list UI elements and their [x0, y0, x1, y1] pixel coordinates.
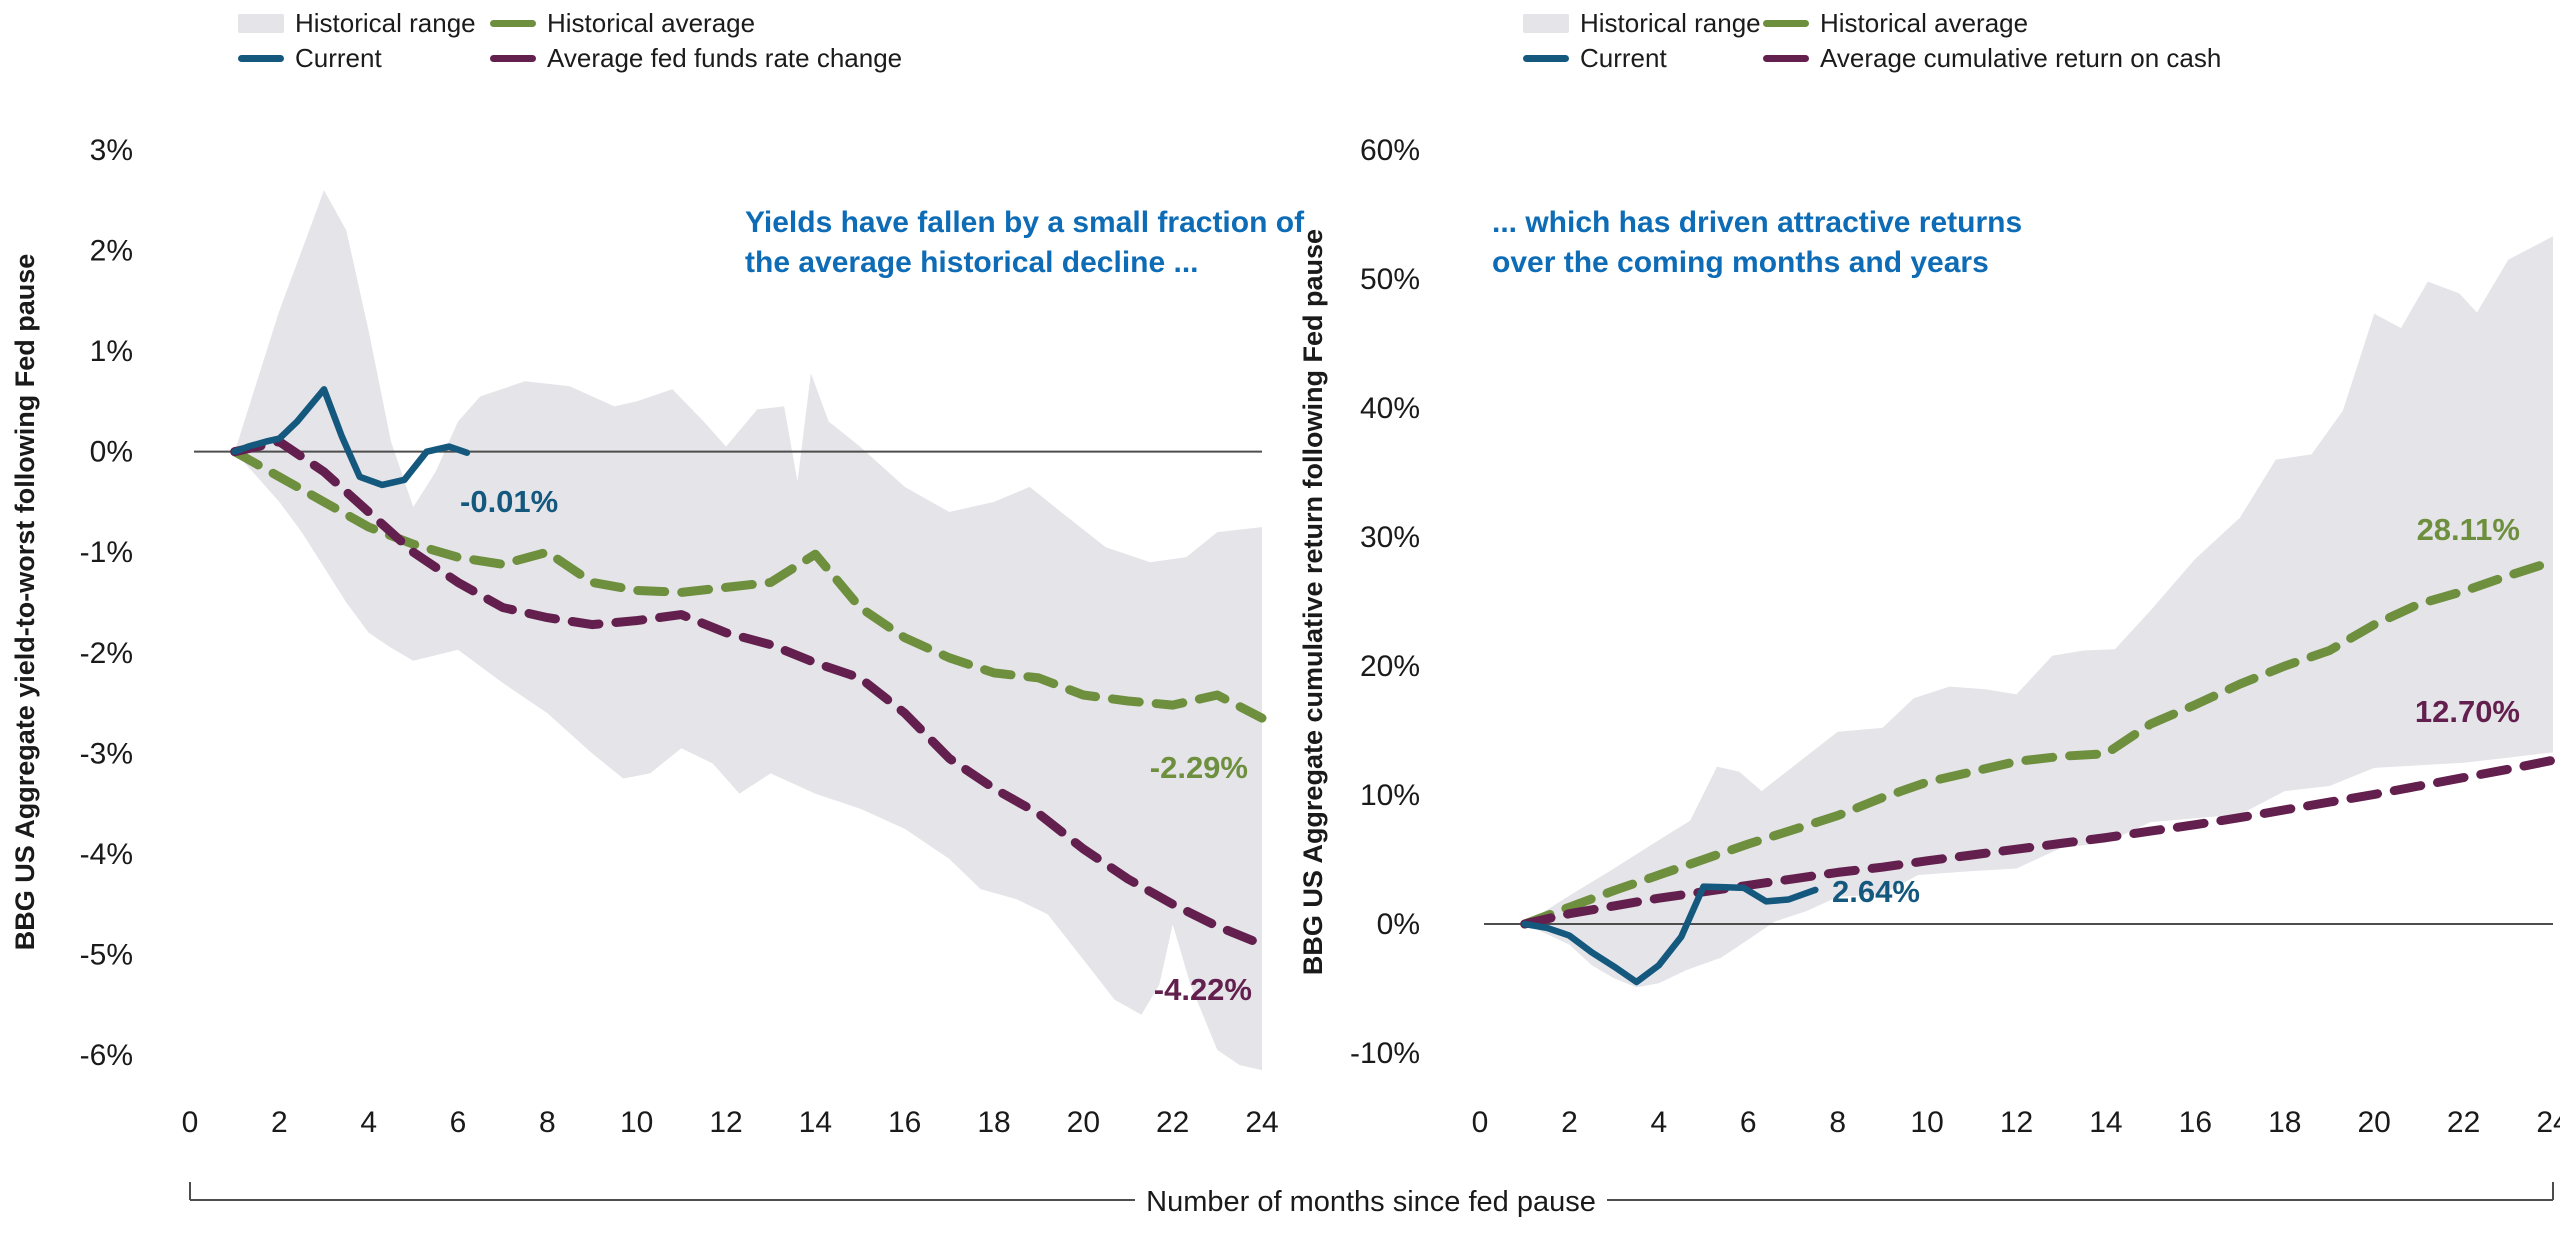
historical-range-swatch-icon — [238, 13, 284, 33]
historical-range-swatch-icon — [1523, 13, 1569, 33]
current-line — [231, 386, 471, 489]
x-tick-label: 4 — [360, 1106, 377, 1139]
legend-label: Current — [295, 42, 382, 73]
x-tick-label: 14 — [799, 1106, 832, 1139]
historical-range-band — [234, 190, 1263, 1071]
x-tick-label: 10 — [1910, 1106, 1943, 1139]
legend-label: Historical average — [547, 7, 756, 38]
x-tick-label: 8 — [1829, 1106, 1846, 1139]
x-tick-label: 10 — [620, 1106, 653, 1139]
legend-item-historical-range: Historical range — [238, 8, 490, 39]
y-tick-label: 50% — [1360, 263, 1420, 296]
value-callout: 12.70% — [2415, 694, 2520, 729]
legend-label: Average cumulative return on cash — [1820, 42, 2222, 73]
y-tick-label: -1% — [80, 536, 133, 569]
legend-label: Historical range — [1580, 7, 1761, 38]
x-tick-label: 18 — [2268, 1106, 2301, 1139]
average-dashed-line — [1520, 556, 2558, 929]
value-callout: -2.29% — [1150, 750, 1248, 785]
x-tick-label: 16 — [888, 1106, 921, 1139]
y-tick-label: -3% — [80, 737, 133, 770]
average-dashed-line — [230, 447, 1267, 723]
x-tick-label: 8 — [539, 1106, 556, 1139]
x-tick-label: 6 — [1740, 1106, 1757, 1139]
x-tick-label: 24 — [1245, 1106, 1278, 1139]
annotation-line: Yields have fallen by a small fraction o… — [745, 206, 1305, 239]
y-tick-label: 3% — [90, 134, 133, 167]
x-tick-label: 22 — [1156, 1106, 1189, 1139]
annotation-line: over the coming months and years — [1492, 246, 1989, 279]
historical-average-swatch-icon — [1763, 19, 1809, 27]
legend-item-historical-average: Historical average — [490, 8, 902, 39]
legend-item-current: Current — [238, 43, 490, 74]
y-tick-label: 30% — [1360, 521, 1420, 554]
value-callout: 2.64% — [1832, 874, 1920, 909]
x-tick-label: 24 — [2536, 1106, 2560, 1139]
y-tick-label: 1% — [90, 335, 133, 368]
x-tick-label: 12 — [709, 1106, 742, 1139]
x-tick-label: 22 — [2447, 1106, 2480, 1139]
y-tick-label: -10% — [1350, 1037, 1420, 1070]
legend-left: Historical range Historical average Curr… — [238, 8, 902, 73]
y-tick-label: -6% — [80, 1039, 133, 1072]
current-swatch-icon — [1523, 54, 1569, 62]
legend-label: Average fed funds rate change — [547, 42, 903, 73]
current-line — [1521, 883, 1819, 986]
y-tick-label: 2% — [90, 235, 133, 268]
legend-label: Current — [1580, 42, 1667, 73]
y-tick-label: -5% — [80, 938, 133, 971]
x-tick-label: 18 — [977, 1106, 1010, 1139]
legend-item-historical-range: Historical range — [1523, 8, 1763, 39]
annotation-line: ... which has driven attractive returns — [1492, 206, 2023, 239]
legend-label: Historical range — [295, 7, 476, 38]
avg-fed-funds-swatch-icon — [490, 54, 536, 62]
legend-item-historical-average: Historical average — [1763, 8, 2221, 39]
x-tick-label: 16 — [2179, 1106, 2212, 1139]
secondary-dashed-line — [230, 437, 1267, 949]
x-tick-label: 0 — [182, 1106, 199, 1139]
y-tick-label: 0% — [1377, 908, 1420, 941]
y-tick-label: 60% — [1360, 134, 1420, 167]
historical-range-band — [1524, 236, 2553, 988]
x-tick-label: 2 — [271, 1106, 288, 1139]
y-tick-label: 20% — [1360, 650, 1420, 683]
x-tick-label: 0 — [1472, 1106, 1489, 1139]
x-tick-label: 12 — [2000, 1106, 2033, 1139]
historical-average-swatch-icon — [490, 19, 536, 27]
y-tick-label: -2% — [80, 637, 133, 670]
x-tick-label: 2 — [1561, 1106, 1578, 1139]
secondary-dashed-line — [1520, 755, 2558, 929]
value-callout: -0.01% — [460, 484, 558, 519]
x-tick-label: 6 — [450, 1106, 467, 1139]
value-callout: -4.22% — [1154, 972, 1252, 1007]
x-tick-label: 4 — [1650, 1106, 1667, 1139]
y-tick-label: 0% — [90, 436, 133, 469]
legend-item-current: Current — [1523, 43, 1763, 74]
y-tick-label: 10% — [1360, 779, 1420, 812]
legend-item-avg-cash-return: Average cumulative return on cash — [1763, 43, 2221, 74]
shared-x-axis-label: Number of months since fed pause — [1146, 1186, 1596, 1218]
x-tick-label: 14 — [2089, 1106, 2122, 1139]
legend-label: Historical average — [1820, 7, 2029, 38]
y-tick-label: -4% — [80, 838, 133, 871]
current-swatch-icon — [238, 54, 284, 62]
x-tick-label: 20 — [2357, 1106, 2390, 1139]
y-tick-label: 40% — [1360, 392, 1420, 425]
y-axis-title-left: BBG US Aggregate yield-to-worst followin… — [10, 253, 40, 951]
annotation-line: the average historical decline ... — [745, 246, 1199, 279]
legend-item-avg-fed-funds: Average fed funds rate change — [490, 43, 902, 74]
annotation-left: Yields have fallen by a small fraction o… — [745, 203, 1304, 283]
x-tick-label: 20 — [1067, 1106, 1100, 1139]
avg-cash-return-swatch-icon — [1763, 54, 1809, 62]
legend-right: Historical range Historical average Curr… — [1523, 8, 2221, 73]
annotation-right: ... which has driven attractive returns … — [1492, 203, 2022, 283]
value-callout: 28.11% — [2417, 512, 2520, 547]
